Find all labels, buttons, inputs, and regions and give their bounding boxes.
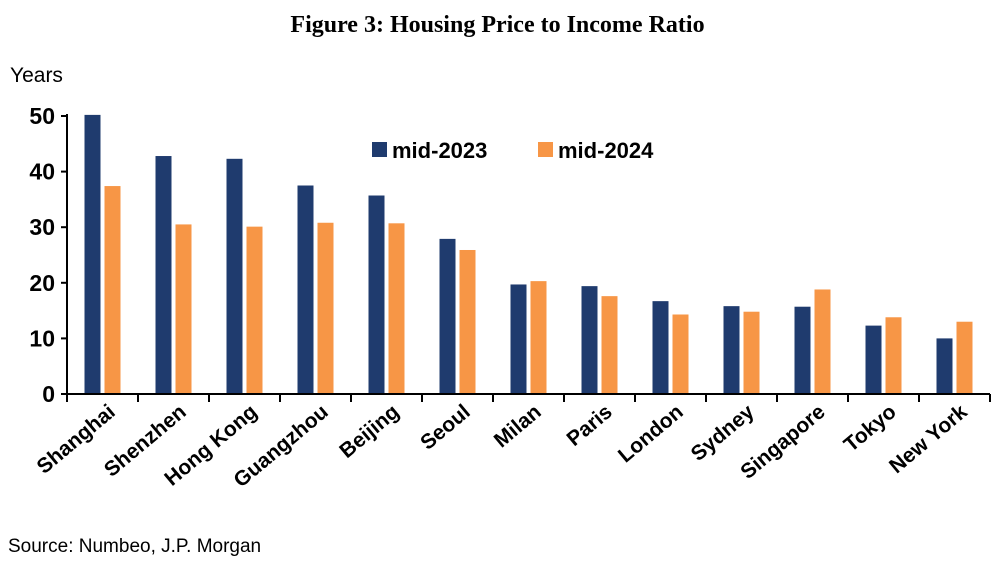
bar-mid-2024 <box>814 289 831 394</box>
bar-mid-2024 <box>601 296 618 394</box>
bar-mid-2023 <box>936 338 953 394</box>
bar-mid-2023 <box>368 195 385 394</box>
bar-mid-2024 <box>530 281 547 394</box>
x-tick-label: Milan <box>490 400 546 452</box>
y-tick-label: 50 <box>29 103 55 129</box>
bar-mid-2024 <box>388 223 405 394</box>
x-tick-label: New York <box>885 400 972 478</box>
y-axis-label: Years <box>10 64 63 87</box>
bar-mid-2023 <box>439 238 456 394</box>
source-note: Source: Numbeo, J.P. Morgan <box>8 536 262 557</box>
bar-mid-2023 <box>652 301 669 394</box>
x-tick-label: Paris <box>563 400 617 451</box>
y-tick-label: 0 <box>42 381 55 407</box>
bar-mid-2023 <box>297 185 314 394</box>
chart-title: Figure 3: Housing Price to Income Ratio <box>290 12 705 38</box>
bar-mid-2024 <box>743 311 760 394</box>
legend-swatch-mid-2023 <box>372 142 387 157</box>
bar-mid-2024 <box>104 186 121 394</box>
bar-mid-2024 <box>956 321 973 394</box>
bar-mid-2024 <box>672 314 689 394</box>
y-tick-label: 30 <box>29 214 55 240</box>
bar-mid-2023 <box>865 325 882 394</box>
x-tick-label: Seoul <box>416 400 475 454</box>
bar-mid-2024 <box>459 249 476 394</box>
y-tick-label: 20 <box>29 270 55 296</box>
bar-mid-2024 <box>246 226 263 394</box>
bar-mid-2023 <box>794 306 811 394</box>
bar-mid-2024 <box>885 317 902 394</box>
legend-label: mid-2023 <box>392 138 487 163</box>
bar-mid-2023 <box>581 286 598 394</box>
x-tick-label: Beijing <box>335 400 403 463</box>
bar-mid-2023 <box>510 284 527 394</box>
y-tick-label: 40 <box>29 159 55 185</box>
legend-label: mid-2024 <box>558 138 654 163</box>
bar-mid-2023 <box>155 156 172 394</box>
y-tick-label: 10 <box>29 325 55 351</box>
bar-mid-2024 <box>317 222 334 394</box>
legend-swatch-mid-2024 <box>538 142 553 157</box>
bar-mid-2024 <box>175 224 192 394</box>
bar-mid-2023 <box>723 306 740 394</box>
x-tick-label: London <box>614 400 688 467</box>
bar-mid-2023 <box>226 158 243 394</box>
bar-mid-2023 <box>84 114 101 394</box>
x-tick-label: Tokyo <box>840 400 901 456</box>
